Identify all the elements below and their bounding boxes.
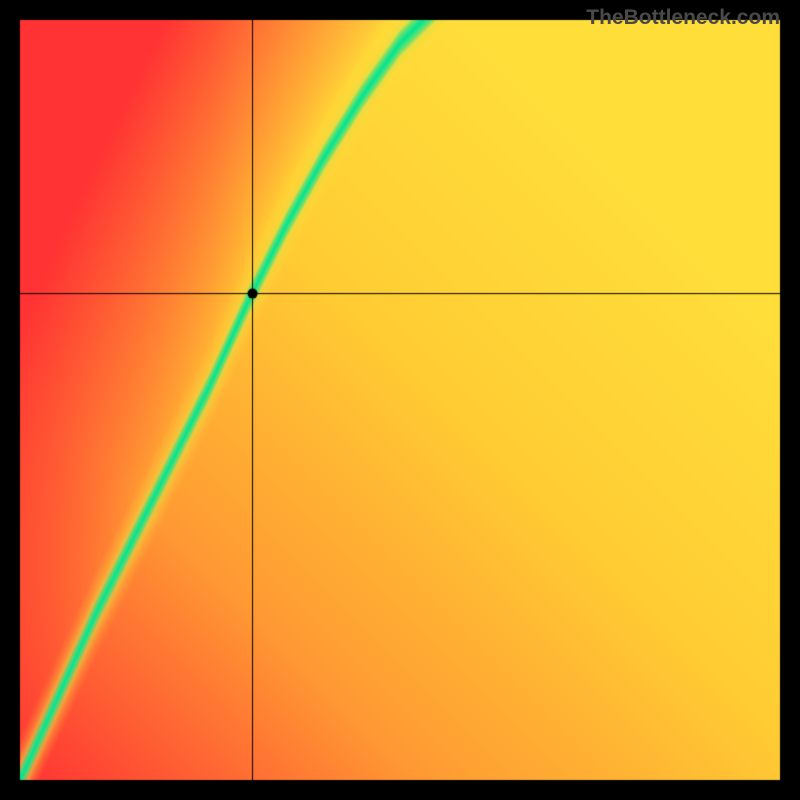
bottleneck-heatmap: [0, 0, 800, 800]
watermark-label: TheBottleneck.com: [586, 6, 780, 30]
